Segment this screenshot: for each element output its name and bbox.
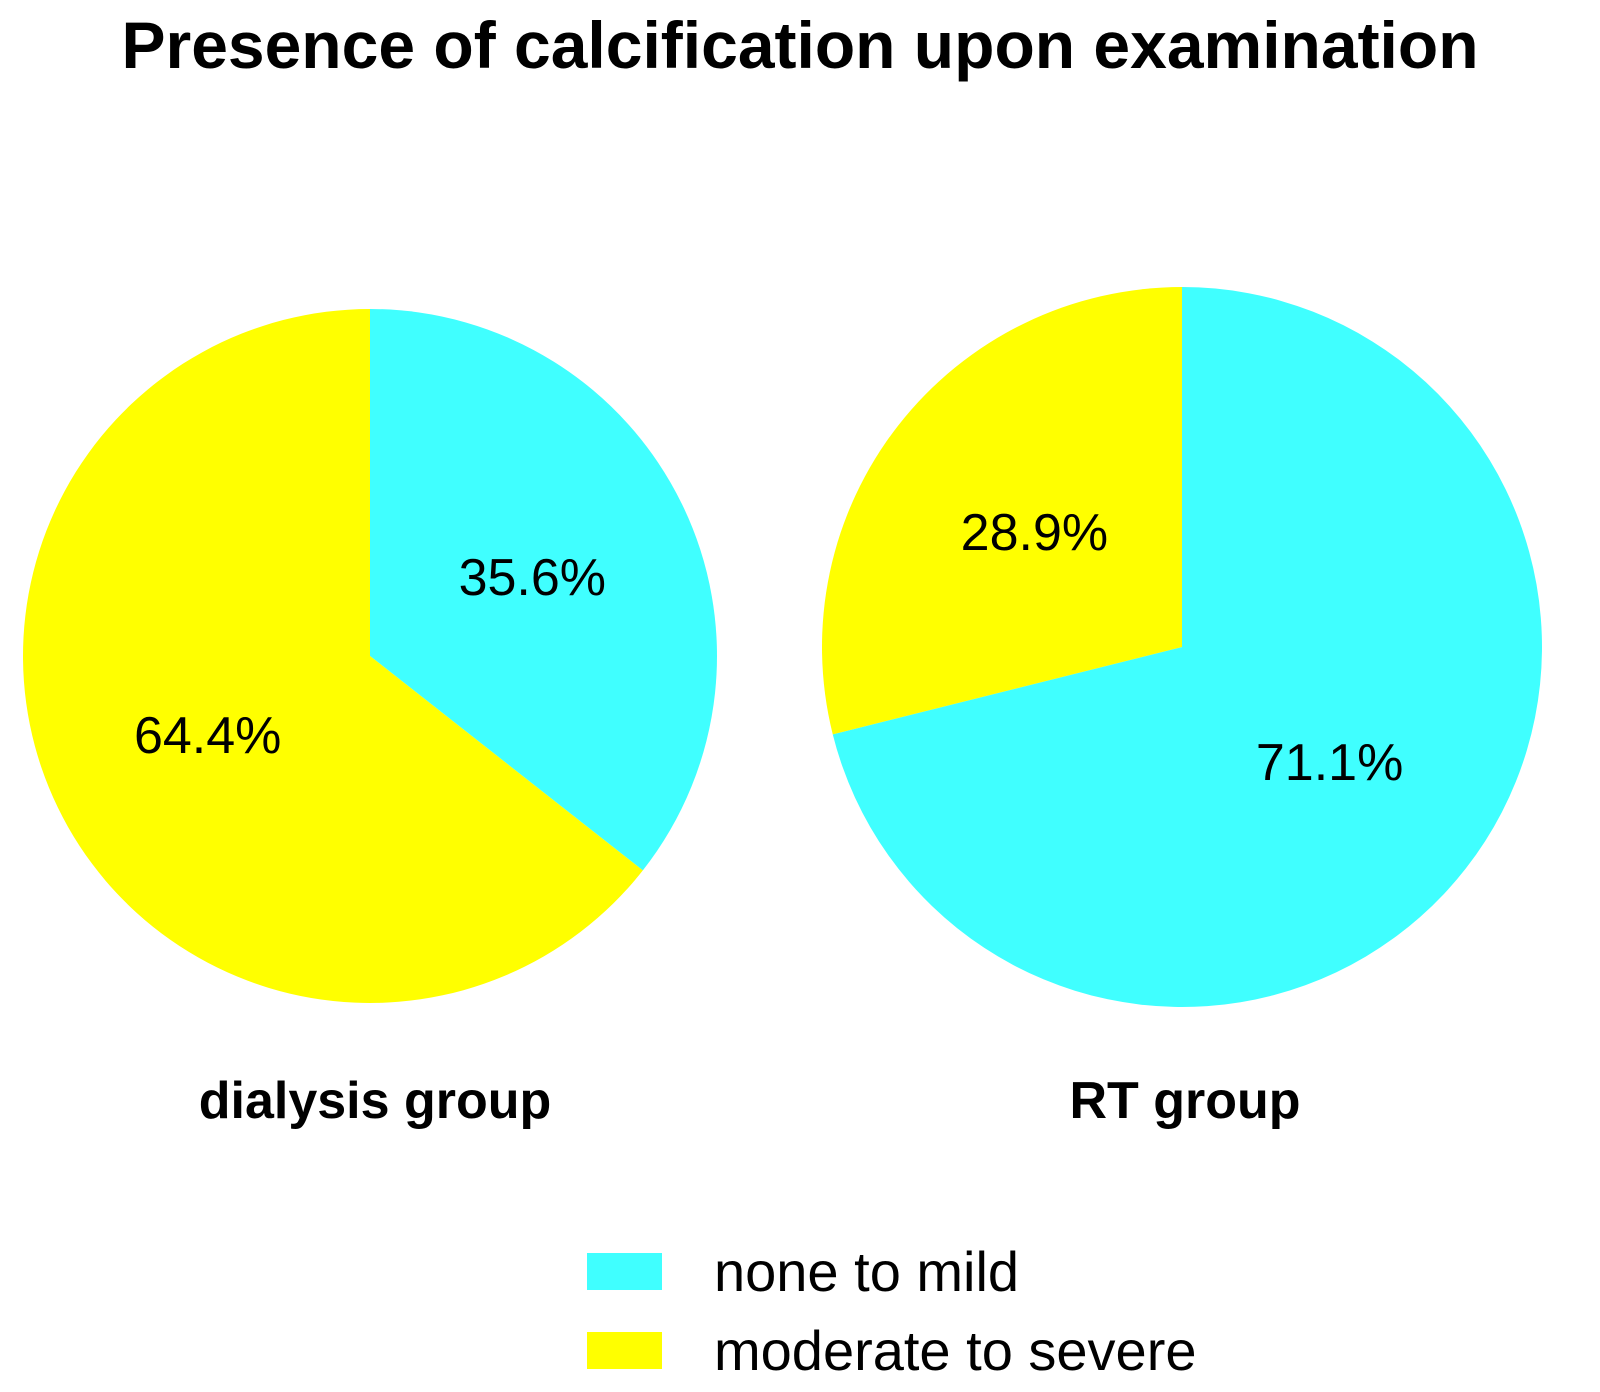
group-label-rt: RT group [1069, 1072, 1300, 1130]
legend-label-none-to-mild: none to mild [714, 1240, 1019, 1303]
pie-dialysis-group: 35.6% 64.4% [23, 309, 718, 1004]
chart-title: Presence of calcification upon examinati… [121, 8, 1478, 82]
pie-slice-moderate-to-severe [821, 286, 1182, 735]
slice-label-moderate-to-severe: 64.4% [134, 707, 281, 765]
pie-slice-moderate-to-severe [23, 309, 643, 1004]
pie-slice-none-to-mild [832, 287, 1542, 1007]
slice-label-none-to-mild: 35.6% [459, 549, 606, 607]
slice-label-moderate-to-severe: 28.9% [961, 504, 1108, 562]
legend-label-moderate-to-severe: moderate to severe [714, 1319, 1196, 1382]
legend-swatch-moderate-to-severe [587, 1332, 662, 1369]
legend: none to mild moderate to severe [587, 1240, 1196, 1382]
slice-label-none-to-mild: 71.1% [1256, 734, 1403, 792]
group-label-dialysis: dialysis group [199, 1072, 552, 1130]
legend-swatch-none-to-mild [587, 1253, 662, 1290]
pie-rt-group: 71.1% 28.9% [821, 286, 1542, 1007]
pie-slice-none-to-mild [370, 309, 718, 871]
